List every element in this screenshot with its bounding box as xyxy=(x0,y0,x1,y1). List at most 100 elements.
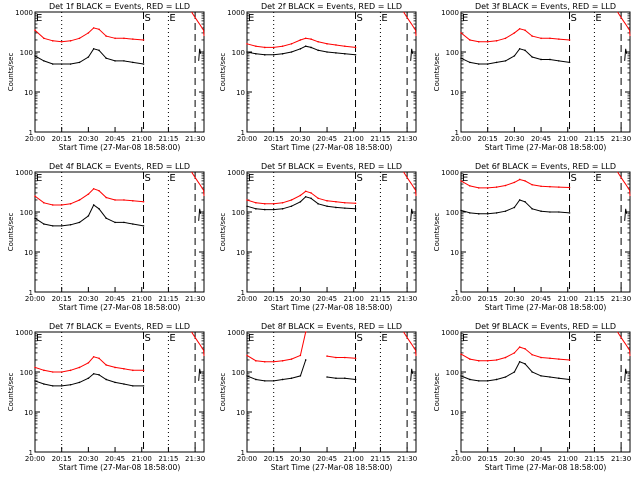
lld-point xyxy=(518,346,521,348)
events-point xyxy=(34,217,36,219)
x-tick-label: 20:15 xyxy=(264,135,284,143)
events-point xyxy=(524,200,526,203)
event-marker-letter: E xyxy=(462,333,468,344)
events-point xyxy=(98,49,100,52)
x-axis-label: Start Time (27-Mar-08 18:58:00) xyxy=(59,303,181,312)
lld-point xyxy=(263,203,266,205)
y-tick-label: 100 xyxy=(232,209,245,217)
lld-point xyxy=(477,40,480,43)
lld-point xyxy=(486,187,489,189)
lld-point xyxy=(477,187,480,189)
x-tick-label: 21:30 xyxy=(611,135,631,143)
x-tick-label: 20:00 xyxy=(25,295,45,303)
events-point xyxy=(540,210,542,212)
lld-point xyxy=(513,352,516,354)
x-tick-label: 20:00 xyxy=(25,455,45,463)
lld-point xyxy=(299,194,302,197)
y-tick-label: 1000 xyxy=(227,329,245,337)
lld-point xyxy=(51,40,54,42)
lld-recovery-line xyxy=(403,171,417,197)
events-point xyxy=(540,375,542,377)
events-point xyxy=(272,208,275,211)
y-axis-label: Counts/sec xyxy=(433,213,441,252)
x-axis-label: Start Time (27-Mar-08 18:58:00) xyxy=(271,143,393,152)
series-lld-line xyxy=(246,190,356,205)
y-tick-label: 1000 xyxy=(441,329,459,337)
y-tick-label: 1 xyxy=(29,449,33,457)
x-tick-label: 21:30 xyxy=(185,455,205,463)
x-tick-label: 20:45 xyxy=(531,135,551,143)
x-tick-label: 20:00 xyxy=(237,455,257,463)
lld-point xyxy=(524,348,526,350)
events-point xyxy=(477,63,480,65)
lld-point xyxy=(531,353,533,356)
lld-point xyxy=(354,46,357,49)
events-point xyxy=(504,376,507,378)
x-tick-label: 21:00 xyxy=(344,135,364,143)
x-tick-label: 21:15 xyxy=(584,295,604,303)
x-tick-label: 21:15 xyxy=(158,295,178,303)
lld-point xyxy=(51,204,54,206)
lld-point xyxy=(132,369,134,372)
x-tick-label: 21:00 xyxy=(132,135,152,143)
x-tick-label: 20:30 xyxy=(78,455,98,463)
events-point xyxy=(486,213,489,215)
lld-recovery-line xyxy=(191,171,205,197)
plot-frame xyxy=(34,171,205,293)
events-point xyxy=(255,208,257,210)
events-point xyxy=(34,380,36,382)
lld-point xyxy=(317,197,319,200)
plot-frame xyxy=(34,331,205,453)
lld-point xyxy=(92,355,95,358)
events-point xyxy=(43,383,45,385)
y-tick-label: 1 xyxy=(455,129,459,137)
panel-title: Det 9f BLACK = Events, RED = LLD xyxy=(475,322,616,331)
y-tick-label: 1 xyxy=(241,449,245,457)
x-tick-label: 20:45 xyxy=(105,455,125,463)
panel-title: Det 2f BLACK = Events, RED = LLD xyxy=(261,2,402,11)
events-point xyxy=(299,375,302,377)
x-axis-label: Start Time (27-Mar-08 18:58:00) xyxy=(485,463,607,472)
events-point xyxy=(317,203,319,205)
x-tick-label: 21:00 xyxy=(558,455,578,463)
events-point xyxy=(263,54,266,56)
x-tick-label: 20:00 xyxy=(237,135,257,143)
x-tick-label: 20:45 xyxy=(317,295,337,303)
panel-title: Det 5f BLACK = Events, RED = LLD xyxy=(261,162,402,171)
event-marker-letter: E xyxy=(169,13,175,24)
events-point xyxy=(123,383,125,385)
plot-frame xyxy=(246,171,417,293)
events-point xyxy=(78,381,81,384)
x-tick-label: 21:00 xyxy=(558,135,578,143)
lld-point xyxy=(123,199,125,201)
events-point xyxy=(290,205,293,207)
lld-point xyxy=(460,180,462,182)
events-point xyxy=(78,61,81,64)
x-tick-label: 20:15 xyxy=(52,455,72,463)
lld-point xyxy=(281,201,284,204)
event-marker-letter: E xyxy=(169,173,175,184)
lld-point xyxy=(43,201,45,204)
lld-recovery-line xyxy=(403,11,417,37)
events-point xyxy=(123,221,125,224)
lld-point xyxy=(304,190,307,193)
plot-frame xyxy=(460,171,631,293)
panel-det-5: Det 5f BLACK = Events, RED = LLD 1 10 100 10… xyxy=(219,162,417,312)
lld-point xyxy=(246,199,248,201)
events-point xyxy=(105,57,107,59)
lld-point xyxy=(549,185,551,188)
x-tick-label: 20:15 xyxy=(478,295,498,303)
events-point xyxy=(531,371,533,373)
lld-point xyxy=(460,353,462,355)
lld-point xyxy=(326,200,328,202)
lld-point xyxy=(142,200,145,203)
events-point xyxy=(335,206,337,209)
x-tick-label: 20:30 xyxy=(290,455,310,463)
events-point xyxy=(43,223,45,225)
events-point xyxy=(132,61,134,64)
lld-point xyxy=(540,37,542,40)
y-tick-label: 100 xyxy=(232,49,245,57)
lld-point xyxy=(531,35,533,37)
panel-det-9: Det 9f BLACK = Events, RED = LLD 1 10 100 10… xyxy=(433,322,631,472)
